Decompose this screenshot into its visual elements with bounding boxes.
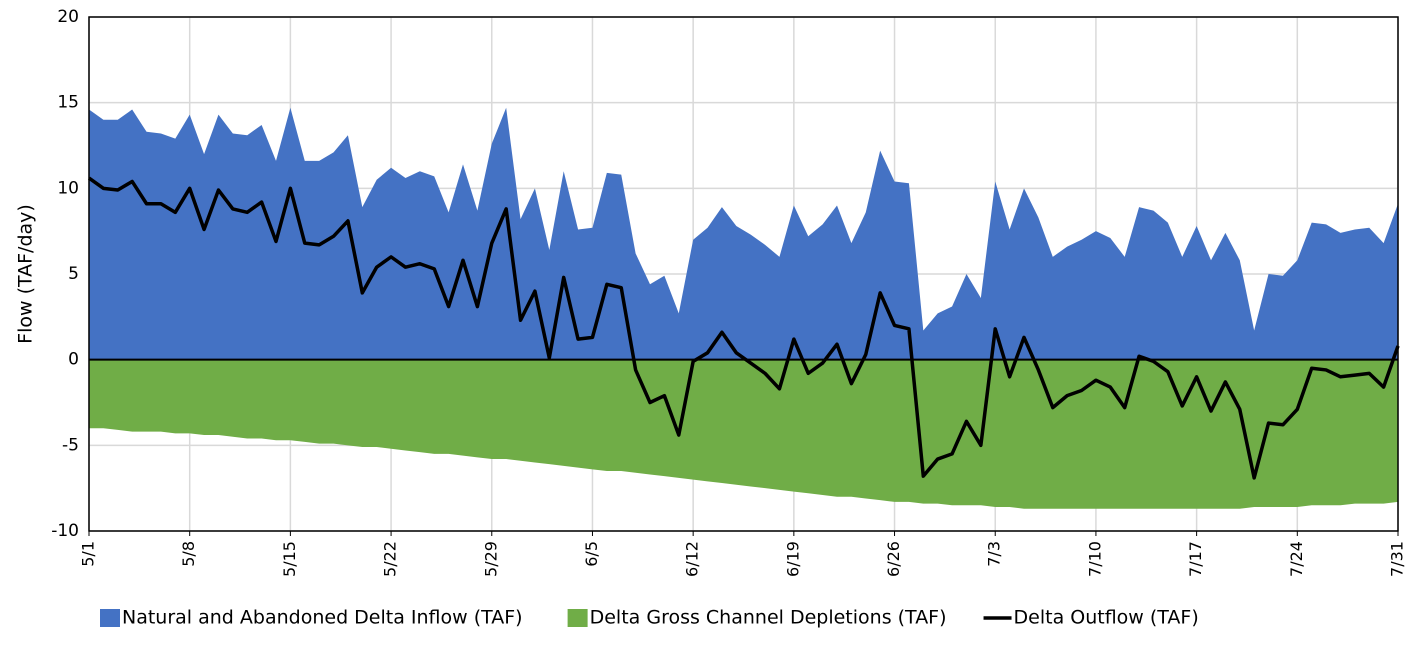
x-tick-label: 6/19 xyxy=(783,541,802,577)
legend-label: Delta Outflow (TAF) xyxy=(1014,607,1199,629)
line xyxy=(87,176,1400,480)
legend-swatch xyxy=(567,609,588,627)
y-tick-label: 15 xyxy=(57,93,79,113)
area xyxy=(89,359,1398,509)
y-axis-title: Flow (TAF/day) xyxy=(15,204,37,344)
x-tick-label: 7/17 xyxy=(1186,541,1205,577)
x-tick-label: 7/10 xyxy=(1085,541,1104,577)
plot-border xyxy=(88,16,1399,532)
x-tick-label: 7/3 xyxy=(985,541,1004,567)
x-tick-label: 7/31 xyxy=(1388,541,1407,577)
legend-swatch xyxy=(100,609,120,627)
y-tick-label: 10 xyxy=(57,178,79,198)
x-tick-label: 5/8 xyxy=(179,541,198,567)
area xyxy=(89,107,1398,360)
x-tick-label: 7/24 xyxy=(1287,541,1306,577)
x-tick-label: 6/12 xyxy=(683,541,702,577)
x-tick-label: 6/26 xyxy=(884,541,903,577)
x-tick-label: 5/22 xyxy=(381,541,400,577)
y-tick-label: -10 xyxy=(51,521,79,541)
x-tick-label: 5/15 xyxy=(280,541,299,577)
legend-label: Natural and Abandoned Delta Inflow (TAF) xyxy=(122,607,523,629)
y-tick-label: -5 xyxy=(62,435,79,455)
y-tick-label: 5 xyxy=(68,264,79,284)
x-tick-label: 5/1 xyxy=(79,541,98,567)
y-tick-label: 20 xyxy=(57,7,79,27)
legend-label: Delta Gross Channel Depletions (TAF) xyxy=(590,607,947,629)
y-tick-label: 0 xyxy=(68,350,79,370)
x-tick-label: 6/5 xyxy=(582,541,601,567)
x-tick-label: 5/29 xyxy=(481,541,500,577)
